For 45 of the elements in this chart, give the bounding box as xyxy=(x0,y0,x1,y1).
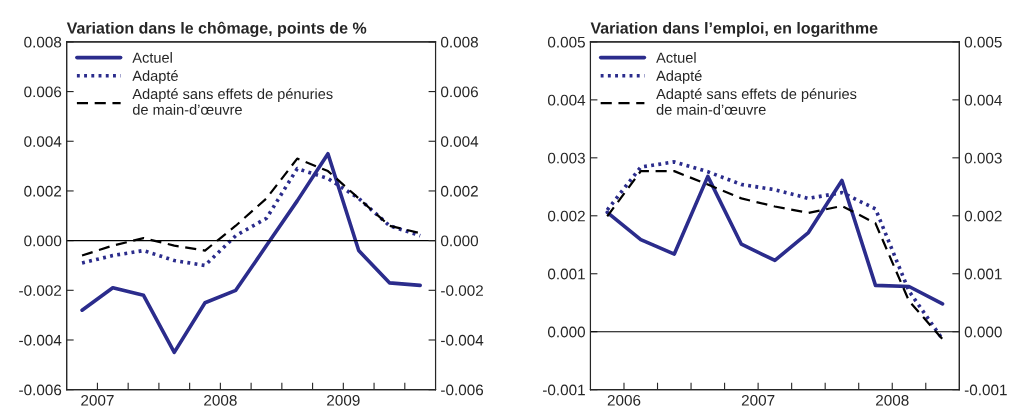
y2-tick-label: 0.002 xyxy=(441,185,478,197)
legend-label: Adapté sans effets de pénuries de main-d’œuvre xyxy=(656,88,857,115)
y-tick-label: 0.005 xyxy=(547,36,585,48)
legend-label: Adapté sans effets de pénuries de main-d’œuvre xyxy=(132,88,333,115)
legend-label: Adapté xyxy=(656,70,702,84)
x-tick-label: 2007 xyxy=(741,394,775,406)
chart-title: Variation dans l’emploi, en logarithme xyxy=(590,21,878,37)
y2-tick-label: 0.004 xyxy=(441,136,479,147)
chart-title: Variation dans le chômage, points de % xyxy=(66,21,367,37)
y2-tick-label: 0.008 xyxy=(441,36,478,48)
y2-tick-label: 0.006 xyxy=(441,86,478,98)
y-tick-label: -0.002 xyxy=(19,285,62,296)
x-tick-label: 2009 xyxy=(327,394,360,406)
y-tick-label: 0.002 xyxy=(547,210,585,222)
y2-tick-label: -0.006 xyxy=(441,384,484,396)
legend-label: Adapté xyxy=(132,70,178,84)
y2-tick-label: -0.004 xyxy=(441,334,484,346)
x-tick-label: 2008 xyxy=(204,394,237,406)
y2-tick-label: 0.001 xyxy=(964,268,1002,280)
y-tick-label: 0.002 xyxy=(24,185,62,197)
line-series xyxy=(80,151,422,355)
y2-tick-label: -0.002 xyxy=(441,285,483,296)
y-tick-label: 0.000 xyxy=(547,326,585,338)
y-tick-label: 0.006 xyxy=(24,86,62,98)
y-tick-label: 0.003 xyxy=(547,152,585,164)
y-tick-label: 0.008 xyxy=(24,36,62,48)
y-tick-label: 0.004 xyxy=(24,136,62,147)
y2-tick-label: 0.000 xyxy=(964,326,1002,338)
y2-tick-label: 0.000 xyxy=(441,235,479,247)
y-tick-label: 0.000 xyxy=(24,235,62,247)
y2-tick-label: 0.003 xyxy=(964,152,1002,164)
y-tick-label: -0.001 xyxy=(542,384,585,396)
y-tick-label: -0.006 xyxy=(19,384,62,396)
x-tick-label: 2007 xyxy=(81,394,114,406)
y-tick-label: 0.001 xyxy=(547,268,585,280)
y2-tick-label: 0.004 xyxy=(964,94,1002,106)
y-tick-label: 0.004 xyxy=(547,94,586,106)
x-tick-label: 2008 xyxy=(876,394,909,406)
y2-tick-label: 0.005 xyxy=(964,36,1002,48)
x-tick-label: 2006 xyxy=(607,394,641,406)
y2-tick-label: -0.001 xyxy=(964,384,1007,396)
y-tick-label: -0.004 xyxy=(19,334,62,346)
y2-tick-label: 0.002 xyxy=(964,210,1002,222)
legend-label: Actuel xyxy=(132,52,172,63)
legend-label: Actuel xyxy=(656,52,696,63)
